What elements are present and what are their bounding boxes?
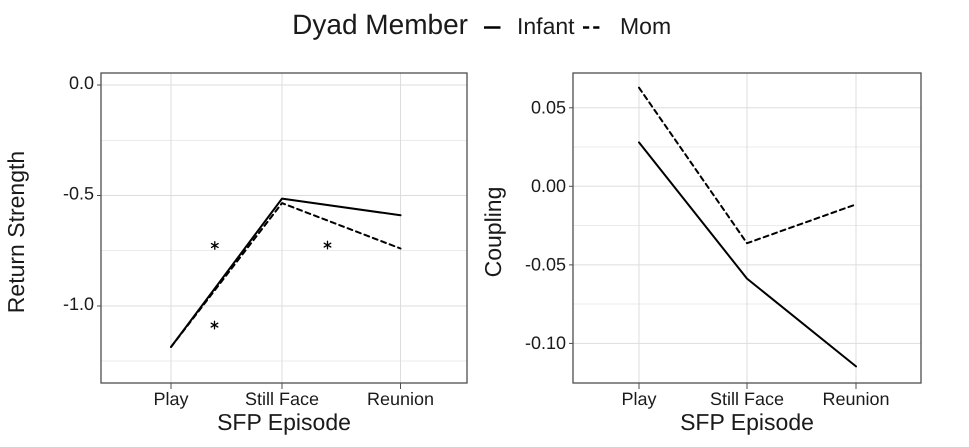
svg-text:Still Face: Still Face bbox=[245, 389, 319, 409]
svg-text:-0.05: -0.05 bbox=[525, 254, 566, 274]
svg-text:0.0: 0.0 bbox=[69, 73, 94, 93]
svg-text:-1.0: -1.0 bbox=[63, 294, 94, 314]
svg-text:Play: Play bbox=[621, 389, 656, 409]
svg-text:0.05: 0.05 bbox=[531, 97, 566, 117]
svg-text:Play: Play bbox=[153, 389, 188, 409]
svg-text:Return Strength: Return Strength bbox=[3, 151, 29, 313]
svg-text:Reunion: Reunion bbox=[822, 389, 889, 409]
svg-text:Still Face: Still Face bbox=[710, 389, 784, 409]
svg-text:Reunion: Reunion bbox=[367, 389, 434, 409]
svg-text:Infant: Infant bbox=[517, 13, 575, 39]
svg-text:-0.5: -0.5 bbox=[63, 184, 94, 204]
svg-text:Coupling: Coupling bbox=[480, 187, 506, 278]
svg-text:0.00: 0.00 bbox=[531, 176, 566, 196]
svg-text:SFP Episode: SFP Episode bbox=[680, 409, 814, 435]
svg-text:Mom: Mom bbox=[620, 13, 671, 39]
svg-text:-0.10: -0.10 bbox=[525, 333, 566, 353]
svg-text:Dyad Member: Dyad Member bbox=[292, 9, 468, 40]
svg-text:SFP Episode: SFP Episode bbox=[217, 409, 351, 435]
